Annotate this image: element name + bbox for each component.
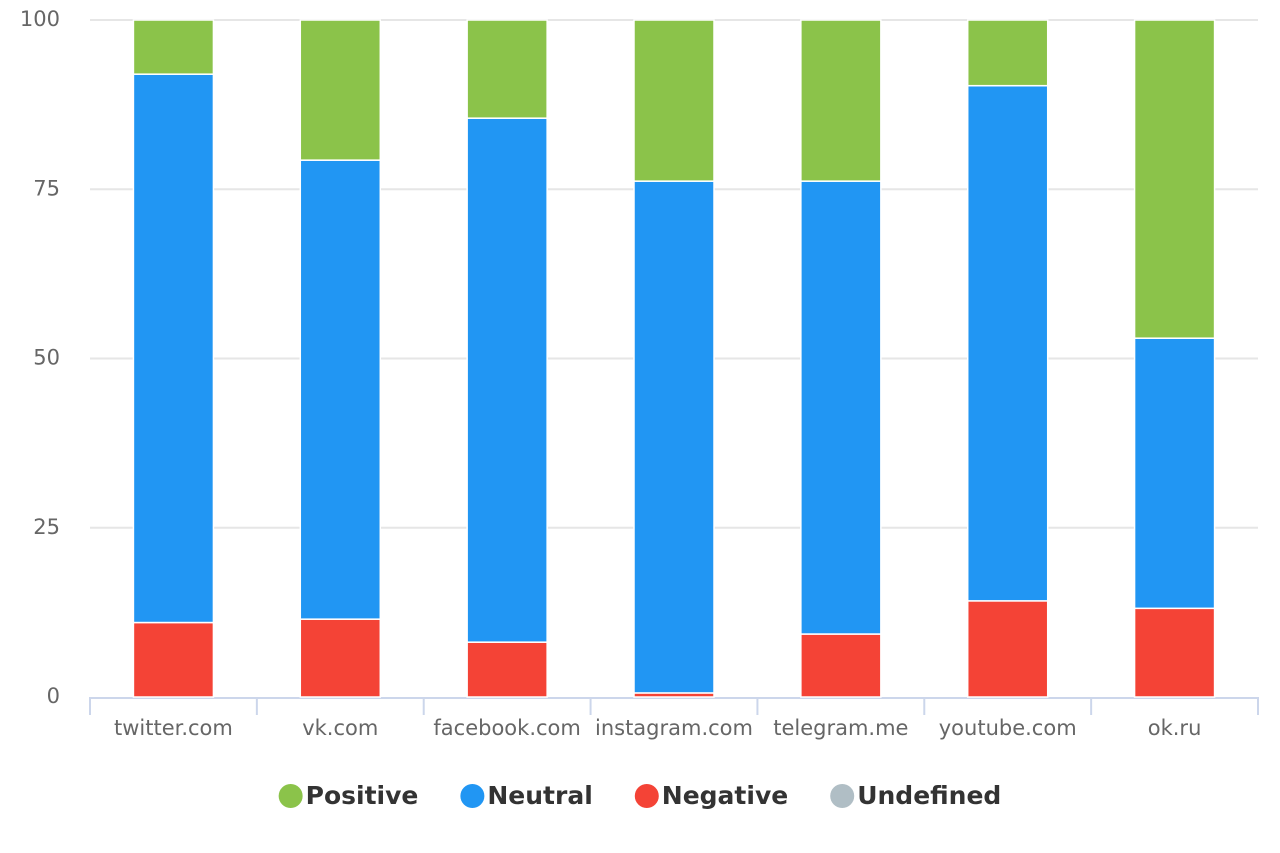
bar-segment: [466, 641, 548, 698]
legend-marker: [830, 784, 855, 808]
bar-segment: [966, 84, 1049, 602]
y-tick-label: 75: [33, 176, 60, 200]
bar-segment: [299, 19, 382, 161]
bar-segment: [299, 159, 382, 620]
legend-label: Undefined: [857, 781, 1001, 810]
bar-segment: [299, 618, 382, 698]
legend-marker: [278, 784, 303, 808]
x-tick-label: facebook.com: [433, 716, 580, 740]
bar-segment: [633, 180, 715, 694]
x-tick-label: youtube.com: [939, 716, 1077, 740]
legend-label: Negative: [662, 781, 788, 810]
x-tick-label: ok.ru: [1148, 716, 1202, 740]
bar-segment: [1133, 607, 1216, 698]
bar-segment: [800, 19, 882, 182]
bar-segment: [1133, 337, 1216, 610]
bar-segment: [800, 180, 882, 635]
y-tick-label: 50: [33, 346, 60, 370]
bar-segment: [1133, 19, 1216, 339]
bar-segment: [633, 19, 715, 182]
x-tick-label: vk.com: [302, 716, 378, 740]
legend-marker: [634, 784, 659, 808]
y-tick-label: 100: [20, 7, 60, 31]
y-tick-label: 0: [47, 684, 60, 708]
bar-segment: [466, 19, 548, 119]
legend-label: Positive: [306, 781, 419, 810]
bar-segment: [966, 600, 1049, 698]
bar-segment: [466, 117, 548, 643]
x-tick-label: instagram.com: [595, 716, 753, 740]
bar-segment: [966, 19, 1049, 87]
bar-segment: [132, 621, 215, 698]
legend-marker: [460, 784, 485, 808]
bar-segment: [132, 19, 215, 75]
bar-segment: [132, 73, 215, 624]
x-tick-label: twitter.com: [114, 716, 233, 740]
x-tick-label: telegram.me: [773, 716, 908, 740]
y-tick-label: 25: [33, 515, 60, 539]
legend-label: Neutral: [487, 781, 592, 810]
bar-segment: [800, 633, 882, 698]
